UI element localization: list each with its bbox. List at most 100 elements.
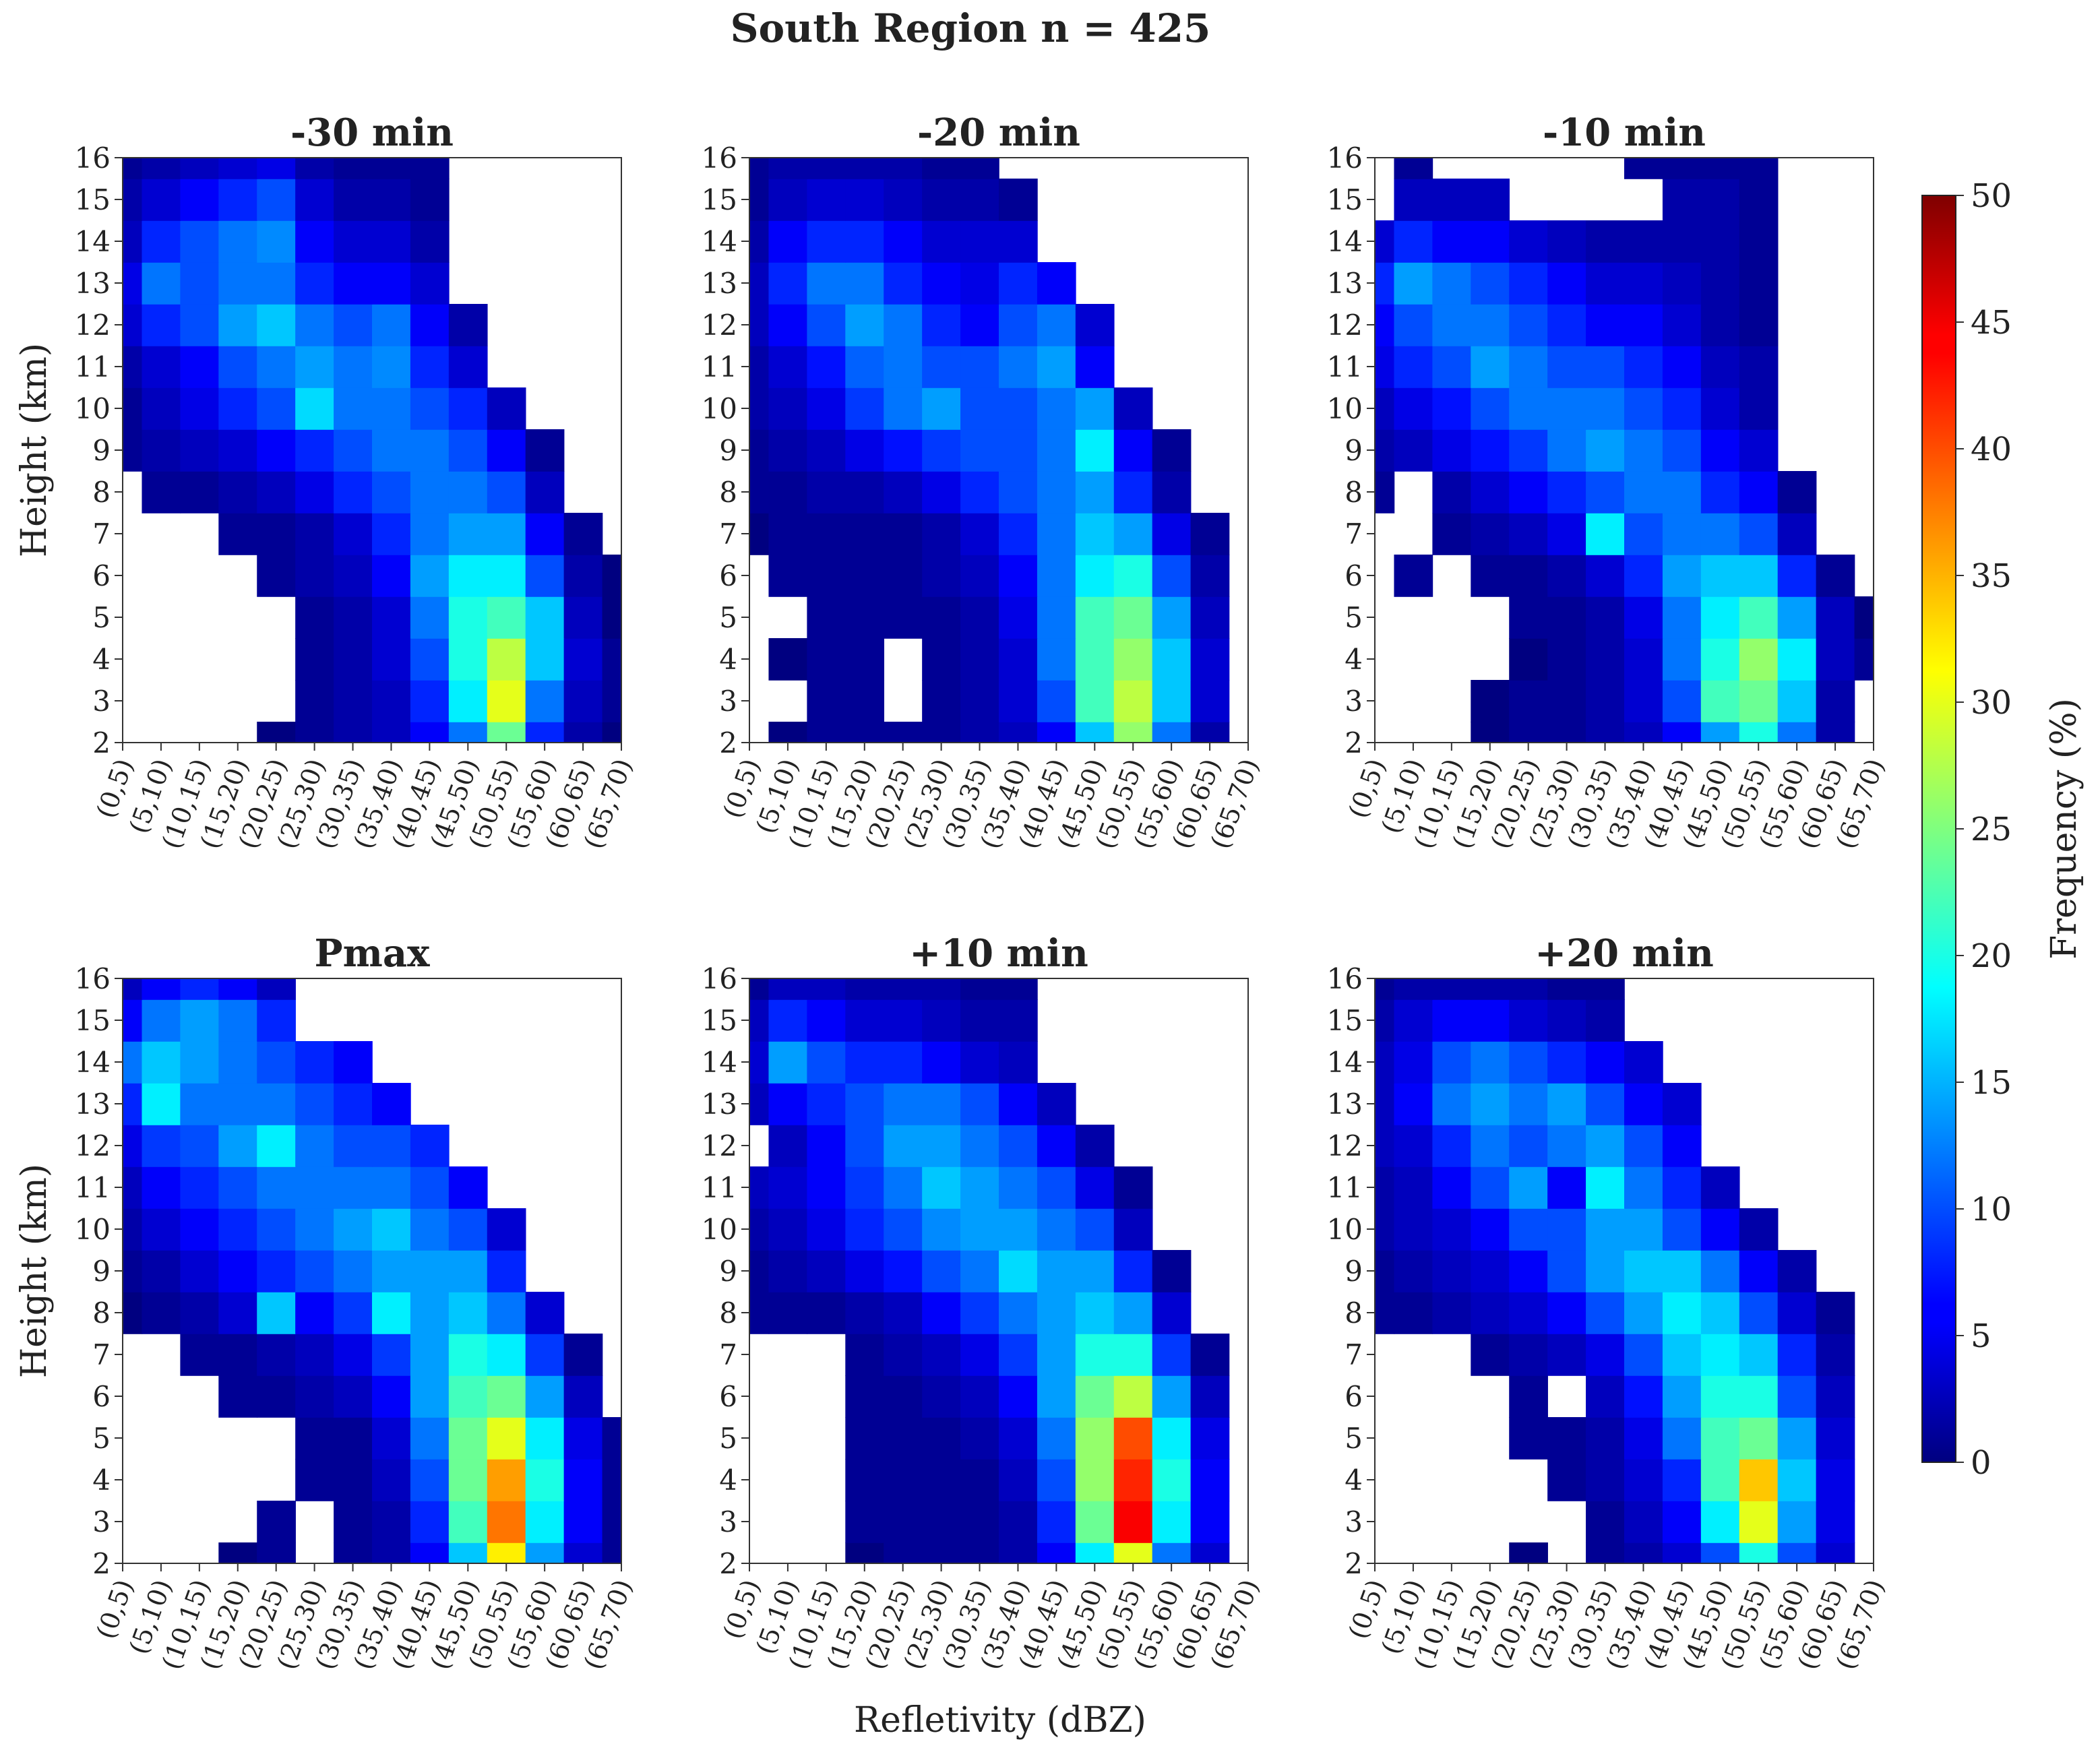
heatmap-cell (922, 1501, 961, 1543)
heatmap-cell (1662, 1208, 1702, 1251)
heatmap-cell (749, 1041, 770, 1084)
heatmap-cell (1152, 1375, 1192, 1418)
heatmap-cell (1509, 387, 1548, 430)
heatmap-cell (884, 179, 923, 221)
heatmap-cell (1854, 638, 1874, 681)
heatmap-cell (884, 1542, 923, 1564)
heatmap-cell (1662, 471, 1702, 513)
heatmap-cell (1471, 999, 1510, 1042)
heatmap-cell (1113, 722, 1153, 743)
heatmap-cell (1586, 346, 1625, 388)
heatmap-cell (1152, 596, 1192, 639)
heatmap-cell (845, 1501, 885, 1543)
heatmap-cell (999, 596, 1038, 639)
heatmap-cell (1152, 1250, 1192, 1292)
y-tick-label: 3 (92, 685, 111, 718)
heatmap-cell (999, 1375, 1038, 1418)
heatmap-cell (448, 387, 488, 430)
heatmap-cell (257, 722, 296, 743)
heatmap-cell (487, 1208, 526, 1251)
heatmap-cell (884, 220, 923, 263)
heatmap-cell (1700, 346, 1740, 388)
heatmap-cell (1816, 1542, 1855, 1564)
heatmap-cell (295, 1250, 334, 1292)
heatmap-cell (1739, 555, 1779, 597)
heatmap-cell (410, 304, 450, 346)
heatmap-cell (218, 1125, 258, 1167)
heatmap-cell (218, 1292, 258, 1334)
colorbar: 0 5 10 15 20 25 30 35 40 45 50 Frequency (%) (1921, 177, 2084, 1482)
heatmap-cell (749, 471, 770, 513)
heatmap-cell (922, 346, 961, 388)
heatmap-cell (1624, 1041, 1663, 1084)
heatmap-cell (1075, 1375, 1115, 1418)
heatmap-cell (884, 978, 923, 1000)
heatmap-cell (372, 1208, 411, 1251)
heatmap-cell (1113, 1375, 1153, 1418)
heatmap-cell (142, 1041, 181, 1084)
y-tick-label: 6 (719, 1380, 737, 1413)
heatmap-cell (807, 513, 846, 555)
heatmap-cell (1662, 1375, 1702, 1418)
heatmap-cell (1547, 999, 1586, 1042)
heatmap-cell (1152, 429, 1192, 472)
heatmap-cell (768, 1208, 808, 1251)
heatmap-cell (487, 1459, 526, 1501)
heatmap-cell (1113, 1501, 1153, 1543)
heatmap-cell (218, 304, 258, 346)
heatmap-cell (334, 1083, 373, 1125)
heatmap-cell (1113, 555, 1153, 597)
heatmap-cell (525, 471, 565, 513)
y-tick-label: 2 (1345, 726, 1363, 759)
heatmap-cell (1586, 1041, 1625, 1084)
heatmap-cell (1586, 638, 1625, 681)
y-tick-label: 2 (92, 726, 111, 759)
y-tick-label: 5 (92, 1422, 111, 1455)
heatmap-cell (218, 387, 258, 430)
heatmap-cell (1394, 555, 1433, 597)
heatmap-cell (525, 1292, 565, 1334)
heatmap-cell (142, 346, 181, 388)
heatmap-cell (334, 346, 373, 388)
heatmap-cell (563, 1459, 603, 1501)
heatmap-cell (525, 680, 565, 722)
heatmap-cell (1471, 555, 1510, 597)
heatmap-cell (1394, 999, 1433, 1042)
heatmap-cell (768, 1041, 808, 1084)
heatmap-cell (768, 1125, 808, 1167)
heatmap-cell (295, 1375, 334, 1418)
heatmap-cell (295, 1459, 334, 1501)
heatmap-cell (1375, 1292, 1395, 1334)
heatmap-cell (295, 346, 334, 388)
heatmap-cell (410, 596, 450, 639)
heatmap-cell (218, 978, 258, 1000)
heatmap-cell (1190, 513, 1230, 555)
y-tick-label: 6 (92, 1380, 111, 1413)
figure-title: South Region n = 425 (731, 5, 1211, 51)
heatmap-cell (372, 429, 411, 472)
heatmap-cell (525, 1417, 565, 1460)
heatmap-cell (295, 1166, 334, 1209)
heatmap-cell (845, 1250, 885, 1292)
heatmap-cell (1509, 1375, 1548, 1418)
heatmap-cell (807, 1208, 846, 1251)
heatmap-cell (845, 638, 885, 681)
heatmap-cell (1075, 471, 1115, 513)
heatmap-cell (257, 1250, 296, 1292)
heatmap-cell (1624, 1208, 1663, 1251)
heatmap-cell (525, 1501, 565, 1543)
heatmap-cell (768, 346, 808, 388)
heatmap-cell (334, 596, 373, 639)
heatmap-cell (1547, 471, 1586, 513)
heatmap-cell (1700, 387, 1740, 430)
heatmap-cell (922, 1375, 961, 1418)
heatmap-cell (1075, 596, 1115, 639)
heatmap-cell (1739, 304, 1779, 346)
heatmap-cell (960, 555, 999, 597)
heatmap-cell (372, 1334, 411, 1376)
heatmap-cell (1662, 1292, 1702, 1334)
heatmap-cell (845, 1041, 885, 1084)
heatmap-cell (960, 262, 999, 305)
heatmap-cell (487, 555, 526, 597)
